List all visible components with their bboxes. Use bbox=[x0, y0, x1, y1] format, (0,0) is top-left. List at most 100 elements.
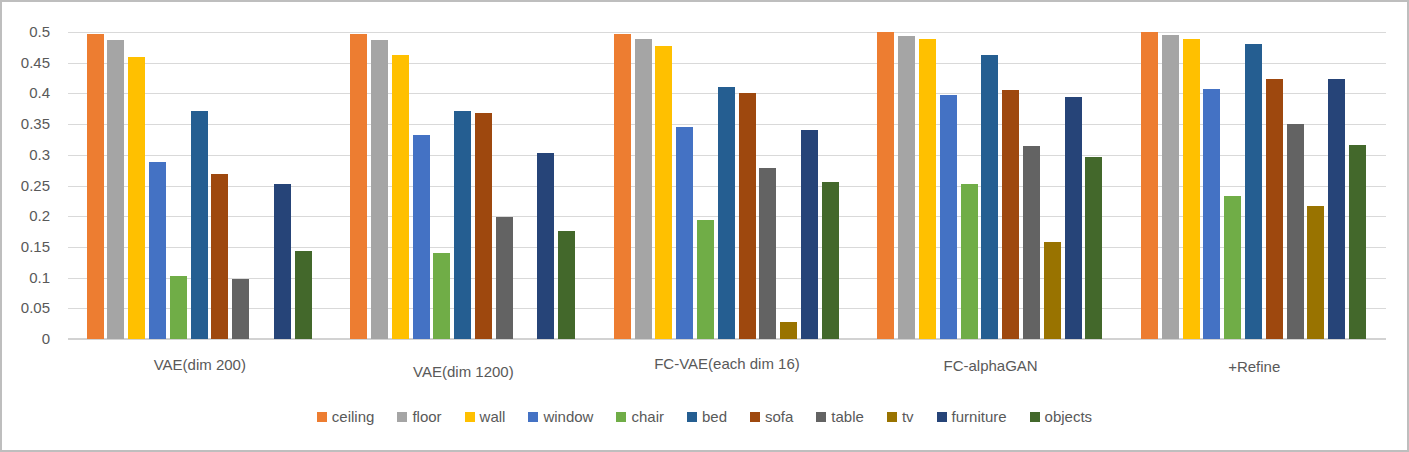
legend-item-wall: wall bbox=[465, 408, 506, 425]
y-axis-tick-label: 0.25 bbox=[2, 177, 50, 194]
bar-table-1 bbox=[232, 279, 249, 339]
legend-item-floor: floor bbox=[397, 408, 441, 425]
bar-floor-2 bbox=[371, 40, 388, 339]
bar-wall-5 bbox=[1183, 39, 1200, 339]
bar-ceiling-2 bbox=[350, 34, 367, 339]
bar-chair-4 bbox=[961, 184, 978, 339]
bar-wall-2 bbox=[392, 55, 409, 339]
bar-objects-4 bbox=[1085, 157, 1102, 339]
bar-wall-1 bbox=[128, 57, 145, 339]
legend-label: furniture bbox=[952, 408, 1007, 425]
legend-swatch-icon bbox=[816, 412, 826, 422]
legend-label: wall bbox=[480, 408, 506, 425]
bar-table-4 bbox=[1023, 146, 1040, 339]
bar-floor-5 bbox=[1162, 35, 1179, 339]
y-axis-tick-label: 0.2 bbox=[2, 207, 50, 224]
bar-bed-4 bbox=[981, 55, 998, 339]
bar-chair-5 bbox=[1224, 196, 1241, 339]
bar-ceiling-3 bbox=[614, 34, 631, 339]
legend-item-tv: tv bbox=[887, 408, 914, 425]
legend-label: floor bbox=[412, 408, 441, 425]
bar-table-2 bbox=[496, 217, 513, 339]
bar-wall-3 bbox=[655, 46, 672, 339]
bar-objects-3 bbox=[822, 182, 839, 339]
x-axis-category-label: +Refine bbox=[1122, 358, 1386, 375]
legend-swatch-icon bbox=[887, 412, 897, 422]
bar-table-3 bbox=[759, 168, 776, 339]
gridline bbox=[68, 32, 1386, 33]
legend-label: tv bbox=[902, 408, 914, 425]
bar-window-5 bbox=[1203, 89, 1220, 339]
bar-objects-5 bbox=[1349, 145, 1366, 339]
x-axis-category-label: FC-alphaGAN bbox=[859, 357, 1123, 374]
bar-furniture-4 bbox=[1065, 97, 1082, 339]
grouped-bar-chart: ceiling floor wall window chair bed sofa table t… bbox=[0, 0, 1409, 452]
bar-sofa-5 bbox=[1266, 79, 1283, 339]
y-axis-tick-label: 0 bbox=[2, 330, 50, 347]
legend-swatch-icon bbox=[1030, 412, 1040, 422]
chart-legend: ceiling floor wall window chair bed sofa table t… bbox=[2, 408, 1407, 425]
bar-ceiling-4 bbox=[877, 32, 894, 339]
bar-window-1 bbox=[149, 162, 166, 339]
bar-bed-3 bbox=[718, 87, 735, 339]
x-axis-category-label: VAE(dim 1200) bbox=[332, 363, 596, 380]
legend-label: bed bbox=[702, 408, 727, 425]
bar-ceiling-1 bbox=[87, 34, 104, 339]
bar-objects-1 bbox=[295, 251, 312, 339]
legend-label: ceiling bbox=[332, 408, 375, 425]
legend-swatch-icon bbox=[528, 412, 538, 422]
legend-item-table: table bbox=[816, 408, 864, 425]
bar-chair-2 bbox=[433, 253, 450, 339]
x-axis-category-label: FC-VAE(each dim 16) bbox=[595, 355, 859, 372]
legend-label: window bbox=[543, 408, 593, 425]
bar-window-2 bbox=[413, 135, 430, 339]
bar-tv-4 bbox=[1044, 242, 1061, 339]
y-axis-tick-label: 0.1 bbox=[2, 269, 50, 286]
legend-swatch-icon bbox=[937, 412, 947, 422]
legend-item-objects: objects bbox=[1030, 408, 1093, 425]
bar-window-4 bbox=[940, 95, 957, 339]
bar-sofa-4 bbox=[1002, 90, 1019, 339]
legend-label: objects bbox=[1045, 408, 1093, 425]
bar-window-3 bbox=[676, 127, 693, 339]
bar-wall-4 bbox=[919, 39, 936, 339]
y-axis-tick-label: 0.15 bbox=[2, 238, 50, 255]
legend-label: sofa bbox=[765, 408, 793, 425]
legend-item-furniture: furniture bbox=[937, 408, 1007, 425]
legend-label: table bbox=[831, 408, 864, 425]
bar-ceiling-5 bbox=[1141, 32, 1158, 339]
bar-furniture-2 bbox=[537, 153, 554, 339]
legend-swatch-icon bbox=[317, 412, 327, 422]
bar-bed-1 bbox=[191, 111, 208, 339]
legend-item-sofa: sofa bbox=[750, 408, 793, 425]
legend-item-chair: chair bbox=[616, 408, 664, 425]
y-axis-tick-label: 0.05 bbox=[2, 299, 50, 316]
x-axis-category-label: VAE(dim 200) bbox=[68, 356, 332, 373]
bar-sofa-1 bbox=[211, 174, 228, 339]
legend-swatch-icon bbox=[397, 412, 407, 422]
legend-item-bed: bed bbox=[687, 408, 727, 425]
bar-sofa-3 bbox=[739, 93, 756, 339]
bar-bed-2 bbox=[454, 111, 471, 339]
legend-swatch-icon bbox=[750, 412, 760, 422]
legend-swatch-icon bbox=[687, 412, 697, 422]
bar-floor-3 bbox=[635, 39, 652, 339]
y-axis-tick-label: 0.45 bbox=[2, 54, 50, 71]
bar-floor-4 bbox=[898, 36, 915, 339]
bar-chair-3 bbox=[697, 220, 714, 339]
legend-label: chair bbox=[631, 408, 664, 425]
bar-furniture-3 bbox=[801, 130, 818, 339]
y-axis-tick-label: 0.3 bbox=[2, 146, 50, 163]
legend-item-ceiling: ceiling bbox=[317, 408, 375, 425]
y-axis-tick-label: 0.4 bbox=[2, 84, 50, 101]
legend-item-window: window bbox=[528, 408, 593, 425]
bar-tv-5 bbox=[1307, 206, 1324, 339]
bar-furniture-1 bbox=[274, 184, 291, 339]
y-axis-tick-label: 0.35 bbox=[2, 115, 50, 132]
bar-bed-5 bbox=[1245, 44, 1262, 339]
bar-sofa-2 bbox=[475, 113, 492, 339]
bar-chair-1 bbox=[170, 276, 187, 339]
legend-swatch-icon bbox=[465, 412, 475, 422]
legend-swatch-icon bbox=[616, 412, 626, 422]
bar-floor-1 bbox=[107, 40, 124, 339]
